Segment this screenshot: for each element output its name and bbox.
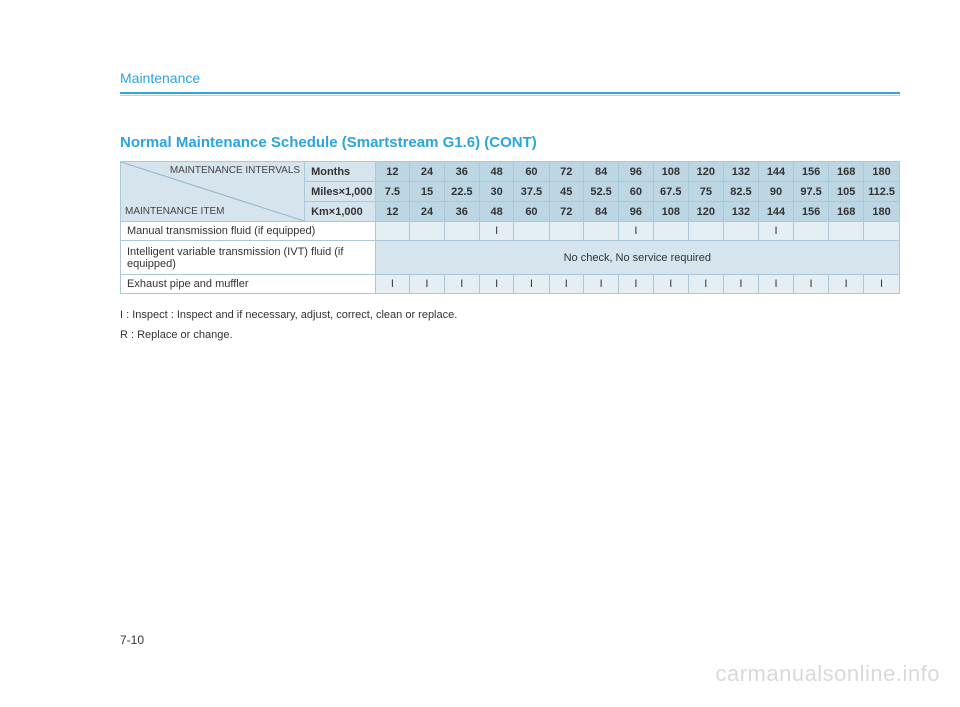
- item-cell: [688, 222, 723, 241]
- page-title: Normal Maintenance Schedule (Smartstream…: [120, 134, 900, 151]
- item-cell: I: [444, 275, 479, 294]
- item-cell: I: [549, 275, 583, 294]
- legend-replace: R : Replace or change.: [120, 326, 900, 346]
- diagonal-header: MAINTENANCE INTERVALS MAINTENANCE ITEM: [121, 162, 305, 222]
- item-cell: I: [619, 222, 653, 241]
- interval-cell: 105: [829, 182, 864, 202]
- legend: I : Inspect : Inspect and if necessary, …: [120, 306, 900, 346]
- table-row: Manual transmission fluid (if equipped) …: [121, 222, 900, 241]
- interval-cell: 75: [688, 182, 723, 202]
- interval-row-months: MAINTENANCE INTERVALS MAINTENANCE ITEM M…: [121, 162, 900, 182]
- interval-cell: 48: [479, 202, 513, 222]
- interval-cell: 60: [514, 202, 549, 222]
- interval-cell: 144: [759, 202, 794, 222]
- interval-cell: 84: [584, 202, 619, 222]
- interval-cell: 60: [514, 162, 549, 182]
- interval-cell: 120: [688, 202, 723, 222]
- table-row: Intelligent variable transmission (IVT) …: [121, 241, 900, 275]
- item-cell: I: [479, 275, 513, 294]
- diag-top-label: MAINTENANCE INTERVALS: [170, 165, 300, 177]
- interval-cell: 168: [829, 162, 864, 182]
- interval-cell: 60: [619, 182, 653, 202]
- item-cell: [444, 222, 479, 241]
- interval-cell: 144: [759, 162, 794, 182]
- item-cell: I: [688, 275, 723, 294]
- item-cell: [514, 222, 549, 241]
- item-cell: I: [584, 275, 619, 294]
- interval-cell: 45: [549, 182, 583, 202]
- interval-cell: 15: [410, 182, 444, 202]
- watermark: carmanualsonline.info: [715, 661, 940, 687]
- table-row: Exhaust pipe and muffler I I I I I I I I…: [121, 275, 900, 294]
- interval-cell: 36: [444, 202, 479, 222]
- interval-cell: 180: [864, 162, 900, 182]
- item-cell: [829, 222, 864, 241]
- interval-cell: 96: [619, 162, 653, 182]
- row-label-months: Months: [305, 162, 375, 182]
- interval-cell: 48: [479, 162, 513, 182]
- interval-cell: 84: [584, 162, 619, 182]
- interval-cell: 96: [619, 202, 653, 222]
- item-cell: I: [619, 275, 653, 294]
- interval-cell: 132: [723, 162, 758, 182]
- maintenance-table: MAINTENANCE INTERVALS MAINTENANCE ITEM M…: [120, 161, 900, 294]
- interval-cell: 12: [375, 202, 410, 222]
- interval-cell: 72: [549, 202, 583, 222]
- interval-cell: 24: [410, 202, 444, 222]
- item-cell: [793, 222, 828, 241]
- item-cell: I: [864, 275, 900, 294]
- item-cell: I: [829, 275, 864, 294]
- row-label-miles: Miles×1,000: [305, 182, 375, 202]
- header-rule: [120, 92, 900, 94]
- interval-cell: 67.5: [653, 182, 688, 202]
- interval-cell: 156: [793, 162, 828, 182]
- item-cell: [864, 222, 900, 241]
- interval-cell: 52.5: [584, 182, 619, 202]
- item-cell: [653, 222, 688, 241]
- interval-cell: 132: [723, 202, 758, 222]
- row-label-km: Km×1,000: [305, 202, 375, 222]
- legend-inspect: I : Inspect : Inspect and if necessary, …: [120, 306, 900, 326]
- interval-cell: 24: [410, 162, 444, 182]
- interval-cell: 90: [759, 182, 794, 202]
- interval-cell: 180: [864, 202, 900, 222]
- merged-note: No check, No service required: [375, 241, 899, 275]
- item-cell: I: [793, 275, 828, 294]
- interval-cell: 108: [653, 202, 688, 222]
- item-cell: I: [479, 222, 513, 241]
- item-cell: I: [723, 275, 758, 294]
- interval-cell: 156: [793, 202, 828, 222]
- interval-cell: 72: [549, 162, 583, 182]
- interval-cell: 97.5: [793, 182, 828, 202]
- interval-cell: 36: [444, 162, 479, 182]
- item-label: Intelligent variable transmission (IVT) …: [121, 241, 376, 275]
- item-cell: I: [410, 275, 444, 294]
- document-page: Maintenance Normal Maintenance Schedule …: [0, 0, 960, 346]
- interval-cell: 82.5: [723, 182, 758, 202]
- interval-cell: 37.5: [514, 182, 549, 202]
- item-cell: [375, 222, 410, 241]
- interval-cell: 30: [479, 182, 513, 202]
- item-label: Exhaust pipe and muffler: [121, 275, 376, 294]
- interval-cell: 120: [688, 162, 723, 182]
- interval-cell: 168: [829, 202, 864, 222]
- item-label: Manual transmission fluid (if equipped): [121, 222, 376, 241]
- page-number: 7-10: [120, 633, 144, 647]
- interval-cell: 22.5: [444, 182, 479, 202]
- diag-bottom-label: MAINTENANCE ITEM: [125, 206, 224, 218]
- section-header: Maintenance: [120, 70, 900, 86]
- item-cell: I: [759, 275, 794, 294]
- item-cell: [584, 222, 619, 241]
- interval-cell: 7.5: [375, 182, 410, 202]
- item-cell: I: [375, 275, 410, 294]
- interval-cell: 12: [375, 162, 410, 182]
- interval-cell: 112.5: [864, 182, 900, 202]
- item-cell: I: [514, 275, 549, 294]
- interval-cell: 108: [653, 162, 688, 182]
- item-cell: [549, 222, 583, 241]
- item-cell: I: [653, 275, 688, 294]
- item-cell: [723, 222, 758, 241]
- item-cell: [410, 222, 444, 241]
- item-cell: I: [759, 222, 794, 241]
